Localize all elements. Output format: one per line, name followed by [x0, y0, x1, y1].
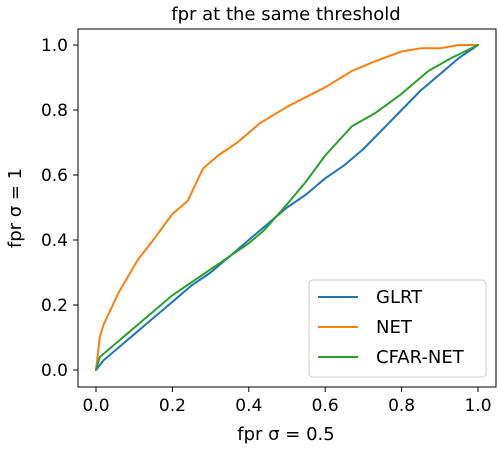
x-tick-label: 0.0	[82, 396, 109, 416]
plot-frame	[77, 28, 497, 388]
y-axis: 0.0 0.2 0.4 0.6 0.8 1.0	[41, 36, 78, 381]
series-line-cfar-net	[95, 44, 479, 371]
y-tick-label: 0.8	[41, 101, 68, 121]
series-layer	[95, 44, 479, 371]
chart-title: fpr at the same threshold	[171, 4, 400, 25]
legend-label: CFAR-NET	[376, 347, 465, 368]
y-axis-label: fpr σ = 1	[5, 168, 26, 248]
x-tick-label: 0.4	[235, 396, 262, 416]
y-tick-label: 1.0	[41, 36, 68, 56]
y-tick-label: 0.2	[41, 296, 68, 316]
x-axis-label: fpr σ = 0.5	[237, 424, 334, 445]
legend-label: GLRT	[376, 287, 423, 308]
series-line-net	[95, 44, 479, 371]
x-tick-label: 0.8	[388, 396, 415, 416]
y-tick-label: 0.0	[41, 361, 68, 381]
legend-box	[308, 279, 487, 378]
x-tick-label: 0.6	[312, 396, 339, 416]
x-tick-label: 1.0	[464, 396, 491, 416]
legend: GLRT NET CFAR-NET	[308, 279, 487, 378]
y-tick-label: 0.4	[41, 231, 68, 251]
y-tick-label: 0.6	[41, 166, 68, 186]
legend-label: NET	[376, 317, 413, 338]
x-axis: 0.0 0.2 0.4 0.6 0.8 1.0	[82, 387, 492, 416]
x-tick-label: 0.2	[159, 396, 186, 416]
